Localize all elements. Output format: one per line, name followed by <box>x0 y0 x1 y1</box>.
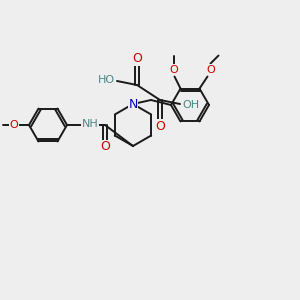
Text: N: N <box>128 98 138 110</box>
Text: O: O <box>155 119 165 133</box>
Text: OH: OH <box>182 100 199 110</box>
Text: O: O <box>100 140 110 154</box>
Text: O: O <box>169 64 178 74</box>
Text: O: O <box>132 52 142 65</box>
Text: NH: NH <box>82 119 98 129</box>
Text: HO: HO <box>98 75 115 85</box>
Text: O: O <box>10 120 18 130</box>
Text: O: O <box>206 64 215 74</box>
